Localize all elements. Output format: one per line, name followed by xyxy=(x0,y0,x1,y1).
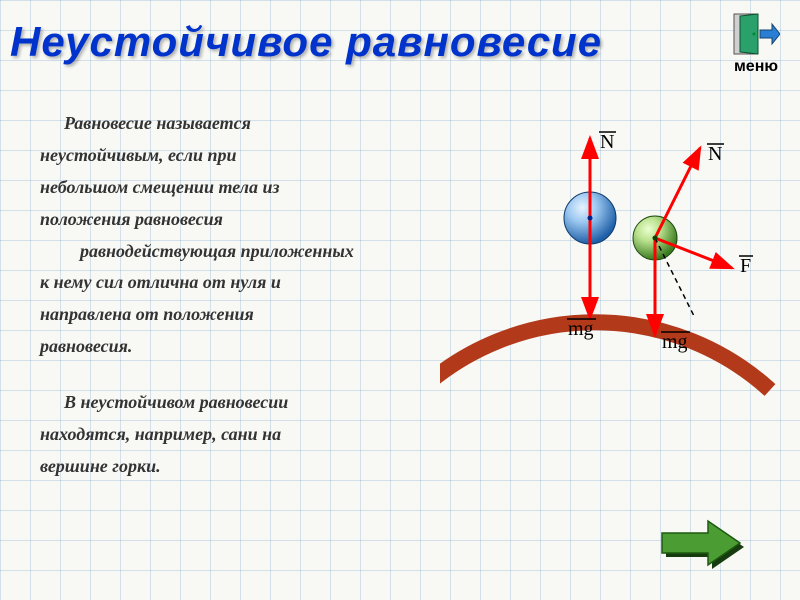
label-f: F xyxy=(740,255,751,277)
text-line: Равновесие называется xyxy=(40,110,420,138)
label-mg1: mg xyxy=(568,318,594,340)
next-button[interactable] xyxy=(660,515,750,580)
exit-door-icon xyxy=(732,12,780,56)
arrow-right-icon xyxy=(660,515,750,575)
text-line: В неустойчивом равновесии xyxy=(40,389,420,417)
page-title: Неустойчивое равновесие xyxy=(10,18,602,66)
description-text: Равновесие называется неустойчивым, если… xyxy=(40,110,420,485)
menu-label: меню xyxy=(732,58,780,76)
text-line: положения равновесия xyxy=(40,206,420,234)
text-line: равновесия. xyxy=(40,333,420,361)
equilibrium-diagram: N mg N mg F xyxy=(440,130,780,410)
text-line: к нему сил отлична от нуля и xyxy=(40,269,420,297)
hill-arc xyxy=(440,322,770,390)
label-n2: N xyxy=(708,143,722,165)
text-line: находятся, например, сани на xyxy=(40,421,420,449)
label-mg2: mg xyxy=(662,331,688,353)
label-n1: N xyxy=(600,131,614,153)
vector-n2 xyxy=(655,148,700,238)
text-line: неустойчивым, если при xyxy=(40,142,420,170)
text-line: равнодействующая приложенных xyxy=(40,238,420,266)
menu-button[interactable]: меню xyxy=(732,12,780,76)
text-line: вершине горки. xyxy=(40,453,420,481)
text-line: направлена от положения xyxy=(40,301,420,329)
text-line: небольшом смещении тела из xyxy=(40,174,420,202)
